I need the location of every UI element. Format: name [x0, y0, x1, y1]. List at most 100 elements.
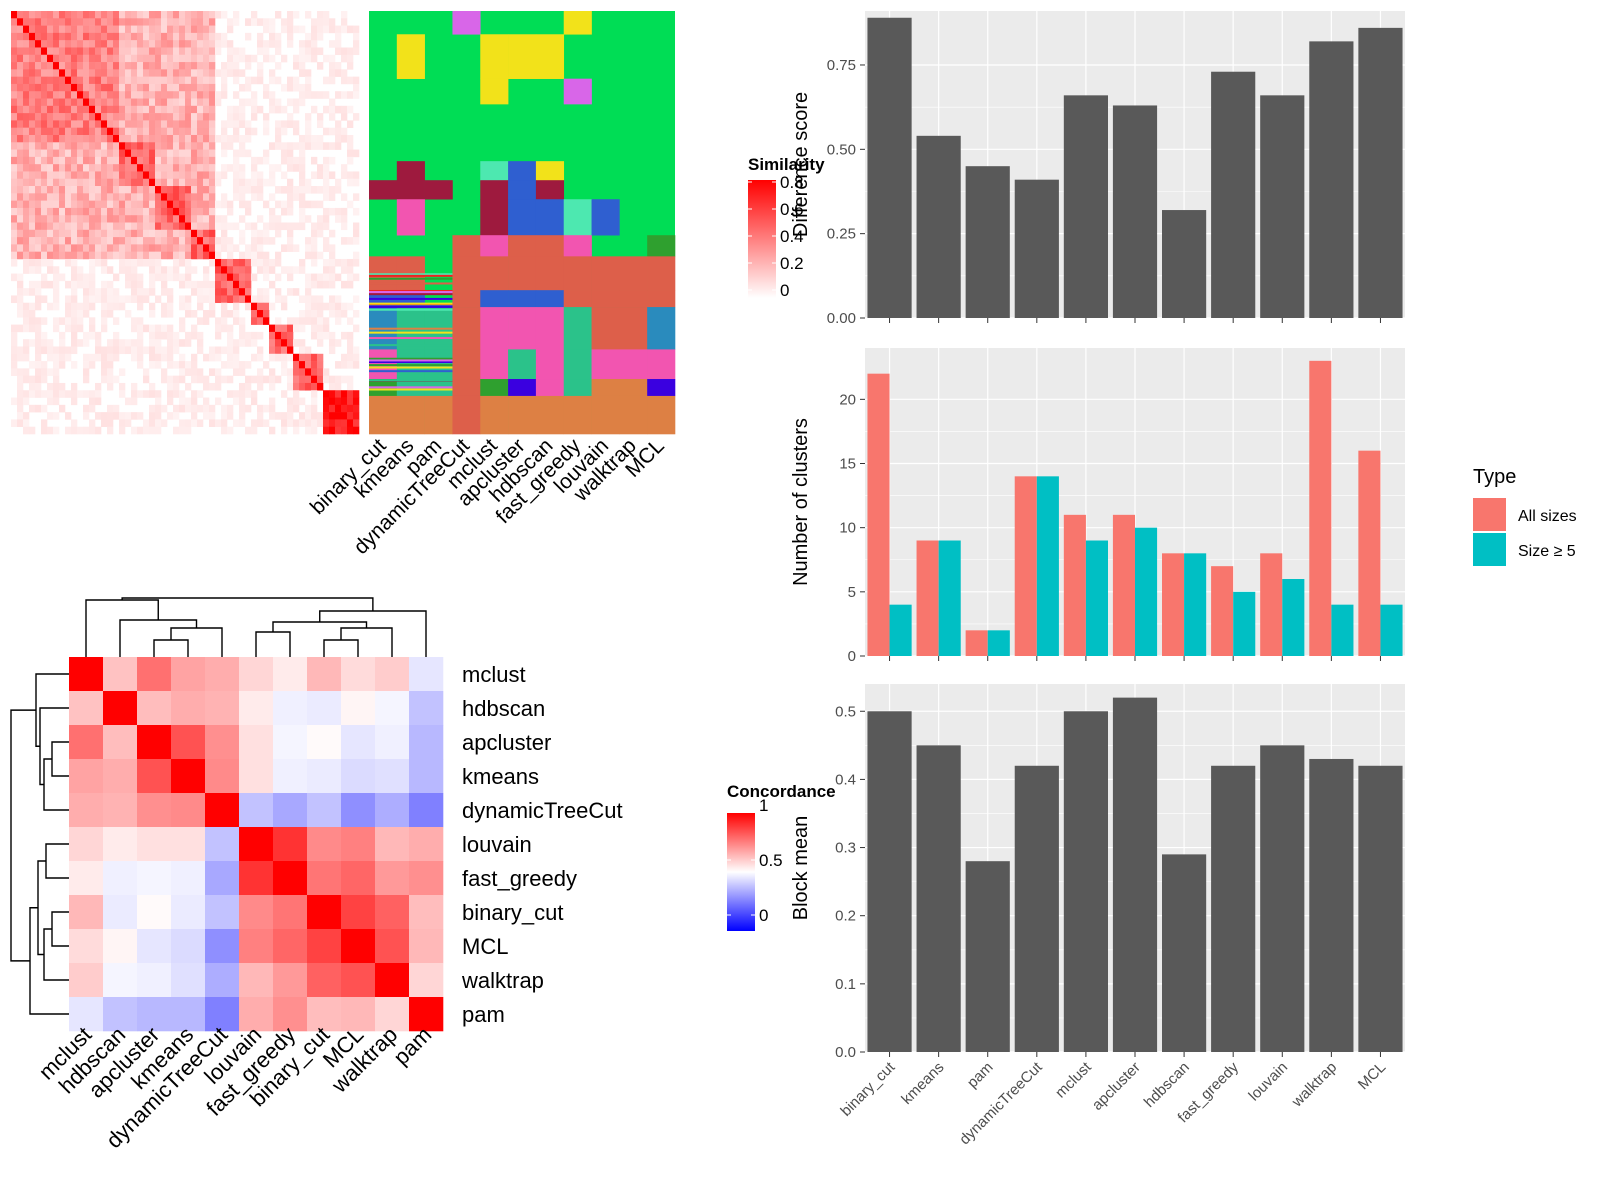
- similarity-cell: [149, 244, 156, 252]
- similarity-cell: [269, 105, 276, 114]
- similarity-cell: [95, 113, 102, 121]
- similarity-cell: [197, 134, 204, 143]
- similarity-cell: [29, 237, 36, 245]
- similarity-cell: [143, 40, 150, 48]
- similarity-cell: [347, 62, 354, 70]
- similarity-cell: [173, 258, 180, 267]
- similarity-cell: [227, 54, 234, 63]
- similarity-cell: [113, 200, 120, 209]
- similarity-cell: [131, 54, 138, 63]
- concordance-cell: [171, 793, 206, 828]
- similarity-cell: [41, 83, 48, 92]
- similarity-cell: [197, 164, 204, 172]
- similarity-cell: [65, 353, 72, 362]
- similarity-cell: [113, 339, 120, 347]
- assign-stripe: [369, 370, 453, 373]
- y-axis-label: Block mean: [790, 816, 812, 921]
- similarity-cell: [203, 98, 210, 107]
- similarity-cell: [29, 142, 36, 150]
- similarity-cell: [353, 390, 360, 398]
- similarity-cell: [317, 324, 324, 333]
- similarity-cell: [281, 222, 288, 231]
- similarity-cell: [347, 258, 354, 267]
- similarity-cell: [179, 83, 186, 92]
- similarity-cell: [167, 412, 174, 420]
- similarity-cell: [89, 404, 96, 413]
- similarity-cell: [305, 310, 312, 318]
- similarity-cell: [35, 156, 42, 165]
- concordance-cell: [103, 793, 138, 828]
- similarity-cell: [53, 280, 60, 289]
- similarity-cell: [197, 390, 204, 398]
- similarity-cell: [113, 98, 120, 107]
- similarity-cell: [83, 113, 90, 121]
- similarity-cell: [167, 251, 174, 260]
- concordance-cell: [375, 657, 410, 692]
- similarity-cell: [305, 412, 312, 420]
- similarity-cell: [161, 215, 168, 223]
- similarity-cell: [101, 412, 108, 420]
- similarity-cell: [71, 18, 78, 26]
- similarity-cell: [275, 186, 282, 194]
- similarity-cell: [227, 134, 234, 143]
- similarity-cell: [269, 164, 276, 172]
- similarity-cell: [17, 134, 24, 143]
- assign-cell: [424, 395, 453, 435]
- similarity-cell: [149, 302, 156, 311]
- similarity-cell: [107, 346, 114, 355]
- similarity-cell: [239, 54, 246, 63]
- similarity-cell: [77, 32, 84, 41]
- similarity-cell: [245, 54, 252, 63]
- similarity-cell: [149, 156, 156, 165]
- similarity-cell: [131, 346, 138, 355]
- similarity-cell: [251, 273, 258, 282]
- assign-cell: [452, 290, 481, 308]
- similarity-cell: [65, 193, 72, 201]
- similarity-cell: [299, 98, 306, 107]
- similarity-cell: [125, 229, 132, 238]
- y-tick-label: 0.25: [827, 226, 856, 243]
- similarity-cell: [95, 339, 102, 347]
- similarity-cell: [71, 120, 78, 128]
- similarity-cell: [17, 171, 24, 180]
- concordance-col-labels: mclusthdbscanapclusterkmeansdynamicTreeC…: [34, 1022, 437, 1153]
- similarity-cell: [155, 69, 162, 77]
- similarity-cell: [251, 91, 258, 99]
- type-legend: Type All sizes Size ≥ 5: [1473, 466, 1577, 566]
- similarity-cell: [41, 251, 48, 260]
- concordance-cell: [307, 657, 342, 692]
- similarity-cell: [185, 54, 192, 63]
- similarity-cell: [95, 186, 102, 194]
- similarity-cell: [119, 237, 126, 245]
- similarity-cell: [149, 32, 156, 41]
- assign-cell: [563, 78, 592, 105]
- similarity-cell: [41, 76, 48, 85]
- similarity-cell: [107, 83, 114, 92]
- similarity-cell: [335, 91, 342, 99]
- similarity-cell: [131, 397, 138, 406]
- similarity-cell: [77, 266, 84, 274]
- similarity-cell: [233, 105, 240, 114]
- similarity-cell: [239, 186, 246, 194]
- similarity-cell: [173, 98, 180, 107]
- similarity-cell: [347, 200, 354, 209]
- similarity-cell: [179, 91, 186, 99]
- similarity-cell: [323, 91, 330, 99]
- similarity-legend-bar: [748, 180, 776, 298]
- similarity-cell: [131, 295, 138, 304]
- similarity-cell: [23, 47, 30, 56]
- similarity-cell: [65, 390, 72, 398]
- similarity-cell: [329, 113, 336, 121]
- similarity-cell: [185, 207, 192, 216]
- similarity-cell: [95, 47, 102, 56]
- similarity-cell: [53, 134, 60, 143]
- dendrogram-branch: [35, 673, 69, 747]
- similarity-cell: [221, 361, 228, 369]
- concordance-cell: [103, 725, 138, 760]
- similarity-cell: [185, 186, 192, 194]
- similarity-cell: [209, 353, 216, 362]
- similarity-cell: [17, 149, 24, 158]
- similarity-cell: [311, 142, 318, 150]
- similarity-cell: [281, 346, 288, 355]
